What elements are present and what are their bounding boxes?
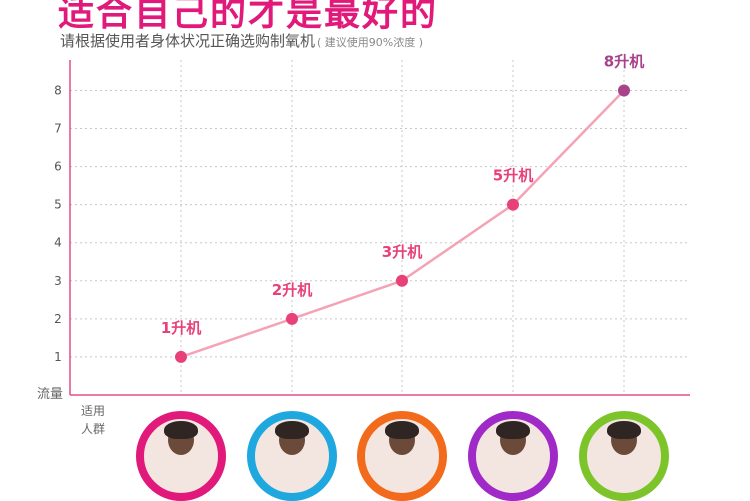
data-point-4 — [507, 198, 519, 211]
senior-man-avatar-icon — [579, 411, 669, 501]
x-axis-label-line2: 人群 — [81, 422, 105, 436]
avatar-hair — [385, 421, 419, 439]
y-tick-label-7: 7 — [54, 122, 62, 136]
avatar-hair — [164, 421, 198, 439]
avatar-hair — [607, 421, 641, 439]
y-tick-label-1: 1 — [54, 350, 62, 364]
data-point-3 — [396, 274, 408, 287]
avatar-hair — [275, 421, 309, 439]
data-label-5: 8升机 — [604, 52, 644, 70]
data-point-1 — [175, 350, 187, 363]
data-point-2 — [286, 312, 298, 325]
y-tick-label-4: 4 — [54, 236, 62, 250]
data-label-4: 5升机 — [493, 167, 533, 185]
page-title: 适合自己的才是最好的 — [58, 0, 439, 34]
man-avatar-icon — [468, 411, 558, 501]
data-label-2: 2升机 — [272, 281, 312, 299]
elderly-woman-avatar-icon — [136, 411, 226, 501]
x-axis-label-line1: 适用 — [81, 404, 105, 418]
data-label-3: 3升机 — [382, 243, 422, 261]
y-tick-label-2: 2 — [54, 312, 62, 326]
y-tick-label-5: 5 — [54, 198, 62, 212]
data-label-1: 1升机 — [161, 319, 201, 337]
y-tick-label-6: 6 — [54, 160, 62, 174]
elderly-man-avatar-icon — [247, 411, 337, 501]
concentration-note: ( 建议使用90%浓度 ) — [317, 36, 424, 49]
y-tick-label-8: 8 — [54, 83, 62, 97]
page-subtitle: 请根据使用者身体状况正确选购制氧机( 建议使用90%浓度 ) — [60, 30, 423, 51]
y-tick-label-3: 3 — [54, 274, 62, 288]
middle-aged-man-avatar-icon — [357, 411, 447, 501]
avatar-hair — [496, 421, 530, 439]
data-point-5 — [618, 84, 630, 97]
subtitle-text: 请根据使用者身体状况正确选购制氧机 — [60, 32, 316, 50]
y-axis-label: 流量 — [37, 387, 63, 402]
